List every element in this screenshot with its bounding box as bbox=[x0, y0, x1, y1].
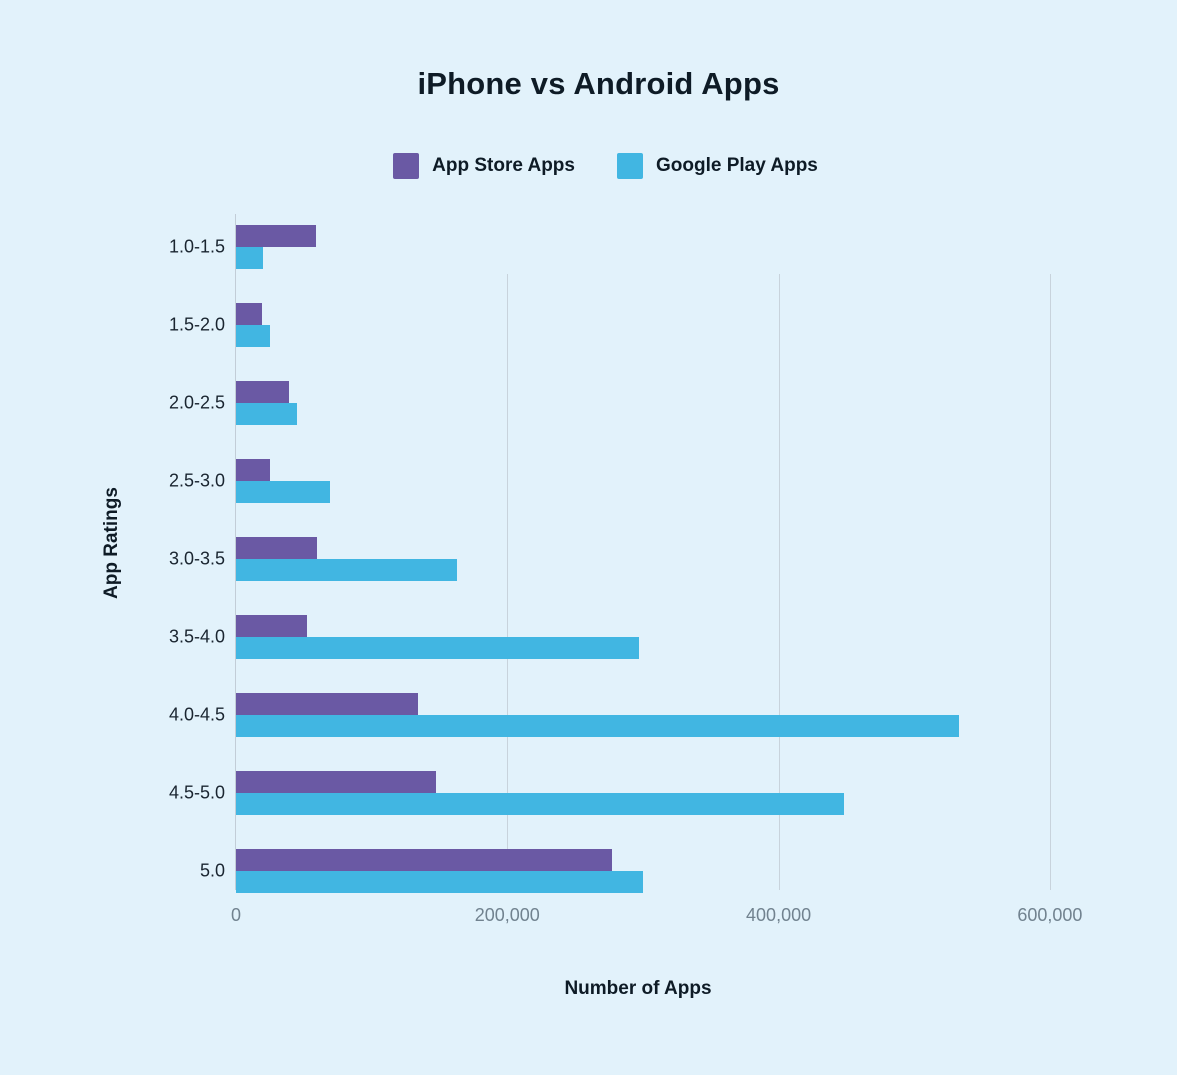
chart-title: iPhone vs Android Apps bbox=[417, 66, 780, 101]
bar-group bbox=[236, 537, 458, 581]
chart-row: 2.0-2.5 bbox=[169, 364, 1096, 442]
bar-app-store-apps bbox=[236, 537, 317, 559]
bar-group bbox=[236, 849, 643, 893]
bar-app-store-apps bbox=[236, 771, 437, 793]
bar-app-store-apps bbox=[236, 303, 262, 325]
bar-group bbox=[236, 381, 297, 425]
bar-app-store-apps bbox=[236, 459, 270, 481]
bar-group bbox=[236, 771, 844, 815]
chart-row: 3.5-4.0 bbox=[169, 598, 1096, 676]
chart-row: 5.0 bbox=[200, 832, 1096, 910]
bar-app-store-apps bbox=[236, 693, 418, 715]
chart-row: 2.5-3.0 bbox=[169, 442, 1096, 520]
bar-app-store-apps bbox=[236, 615, 308, 637]
chart-row: 1.5-2.0 bbox=[169, 286, 1096, 364]
chart-row: 4.5-5.0 bbox=[169, 754, 1096, 832]
category-label: 2.0-2.5 bbox=[168, 392, 225, 413]
bar-google-play-apps bbox=[236, 559, 458, 581]
gridline bbox=[1049, 274, 1051, 890]
legend-item-app-store: App Store Apps bbox=[393, 153, 575, 179]
x-tick-label: 400,000 bbox=[746, 905, 812, 925]
bar-app-store-apps bbox=[236, 849, 612, 871]
chart-row: 3.0-3.5 bbox=[169, 520, 1096, 598]
bar-group bbox=[236, 615, 639, 659]
x-tick-label: 600,000 bbox=[1017, 905, 1083, 925]
bar-app-store-apps bbox=[236, 225, 316, 247]
legend-label-google-play: Google Play Apps bbox=[655, 155, 818, 176]
chart-row: 4.0-4.5 bbox=[169, 676, 1096, 754]
chart-row: 1.0-1.5 bbox=[169, 208, 1096, 286]
category-label: 4.0-4.5 bbox=[168, 704, 225, 725]
bar-group bbox=[236, 303, 270, 347]
bar-google-play-apps bbox=[236, 637, 639, 659]
bar-app-store-apps bbox=[236, 381, 289, 403]
rows-container: 1.0-1.5 1.5-2.0 2.0-2.5 2.5-3.0 3.0-3.5 3.5-4… bbox=[169, 208, 1096, 910]
bar-google-play-apps bbox=[236, 325, 270, 347]
bar-google-play-apps bbox=[236, 247, 263, 269]
legend-label-app-store: App Store Apps bbox=[432, 155, 575, 176]
legend-swatch-google-play bbox=[616, 153, 643, 179]
legend-item-google-play: Google Play Apps bbox=[616, 153, 818, 179]
legend-swatch-app-store bbox=[393, 153, 420, 179]
x-tick-label: 0 bbox=[230, 905, 242, 925]
bar-google-play-apps bbox=[236, 715, 959, 737]
bar-google-play-apps bbox=[236, 793, 844, 815]
category-label: 3.0-3.5 bbox=[168, 548, 225, 569]
category-label: 3.5-4.0 bbox=[168, 626, 225, 647]
category-label: 4.5-5.0 bbox=[168, 782, 225, 803]
category-label: 5.0 bbox=[199, 860, 225, 881]
bar-group bbox=[236, 693, 959, 737]
x-tick-label: 200,000 bbox=[474, 905, 540, 925]
category-label: 2.5-3.0 bbox=[168, 470, 225, 491]
bar-group bbox=[236, 225, 316, 269]
bar-google-play-apps bbox=[236, 481, 330, 503]
plot-area: 0 200,000 400,000 600,000 1.0-1.5 1.5-2.0 2.0-… bbox=[169, 208, 1096, 925]
category-label: 1.0-1.5 bbox=[168, 236, 225, 257]
y-axis-title: App Ratings bbox=[101, 487, 122, 599]
legend: App Store Apps Google Play Apps bbox=[0, 153, 1177, 179]
bar-google-play-apps bbox=[236, 403, 297, 425]
bar-group bbox=[236, 459, 330, 503]
gridline bbox=[507, 274, 509, 890]
x-axis-title: Number of Apps bbox=[564, 978, 712, 999]
y-axis-line bbox=[235, 214, 236, 890]
category-label: 1.5-2.0 bbox=[168, 314, 225, 335]
gridline bbox=[778, 274, 780, 890]
bar-google-play-apps bbox=[236, 871, 643, 893]
